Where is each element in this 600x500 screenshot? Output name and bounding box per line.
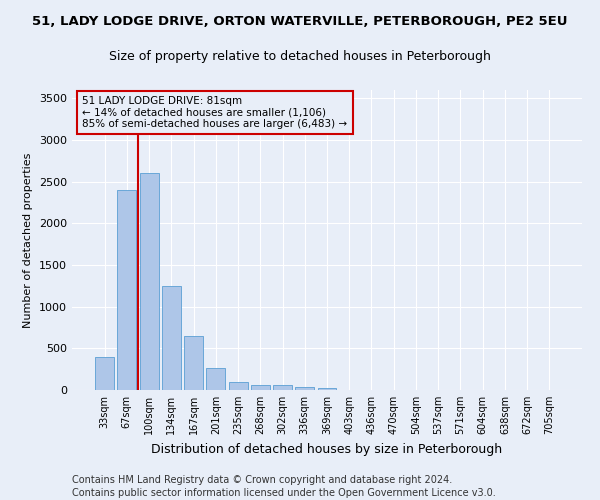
Text: Size of property relative to detached houses in Peterborough: Size of property relative to detached ho… [109,50,491,63]
Bar [118,190,136,390]
Bar [317,388,337,390]
Bar [251,385,270,390]
Bar [95,356,114,390]
Bar [206,368,225,390]
Bar [140,174,158,390]
Text: Contains public sector information licensed under the Open Government Licence v3: Contains public sector information licen… [72,488,496,498]
Bar [162,286,181,390]
Y-axis label: Number of detached properties: Number of detached properties [23,152,34,328]
Bar [229,382,248,390]
Bar [295,386,314,390]
Text: 51, LADY LODGE DRIVE, ORTON WATERVILLE, PETERBOROUGH, PE2 5EU: 51, LADY LODGE DRIVE, ORTON WATERVILLE, … [32,15,568,28]
X-axis label: Distribution of detached houses by size in Peterborough: Distribution of detached houses by size … [151,442,503,456]
Text: Contains HM Land Registry data © Crown copyright and database right 2024.: Contains HM Land Registry data © Crown c… [72,475,452,485]
Text: 51 LADY LODGE DRIVE: 81sqm
← 14% of detached houses are smaller (1,106)
85% of s: 51 LADY LODGE DRIVE: 81sqm ← 14% of deta… [82,96,347,129]
Bar [273,385,292,390]
Bar [184,336,203,390]
